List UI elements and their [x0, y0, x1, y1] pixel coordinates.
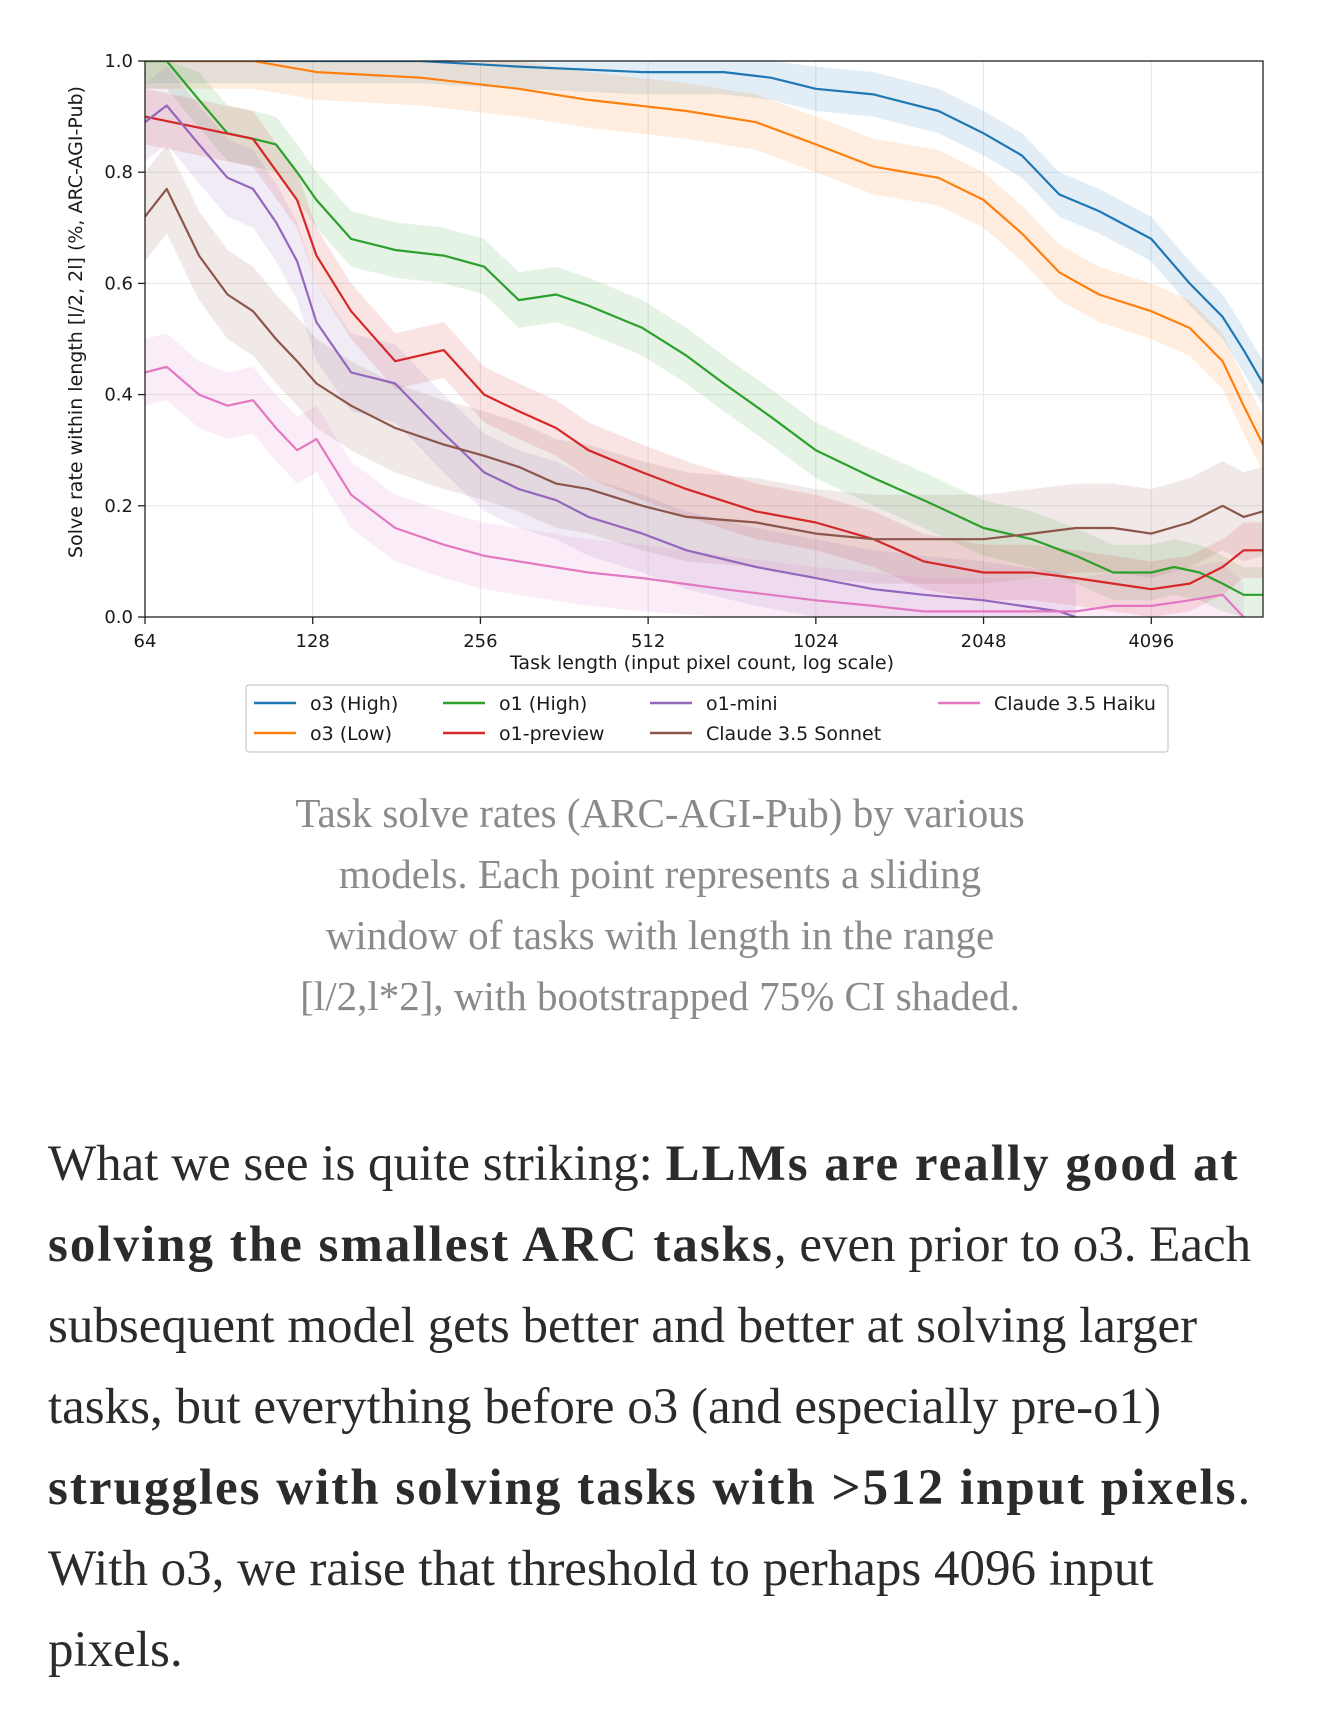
ci-band-2 [145, 61, 1263, 617]
ci-band-1 [145, 61, 1263, 473]
legend-label: o3 (Low) [310, 723, 392, 745]
legend-item: o1-preview [443, 723, 604, 745]
y-tick-label: 0.8 [104, 162, 133, 183]
x-tick-label: 64 [134, 631, 157, 652]
y-tick-label: 0.0 [104, 607, 133, 628]
figure-caption: Task solve rates (ARC-AGI-Pub) by variou… [230, 783, 1090, 1027]
legend-item: Claude 3.5 Sonnet [650, 723, 881, 745]
legend-item: o1-mini [650, 693, 778, 715]
y-axis-label: Solve rate within length [l/2, 2l] (%, A… [65, 86, 87, 558]
legend-item: Claude 3.5 Haiku [938, 693, 1156, 715]
body-text-segment: . With o3, we raise that threshold to pe… [48, 1460, 1251, 1678]
legend-item: o3 (Low) [254, 723, 392, 745]
x-tick-label: 2048 [961, 631, 1007, 652]
x-tick-label: 4096 [1128, 631, 1174, 652]
chart-legend: o3 (High) o3 (Low) o1 (High) o1-preview o1-m… [245, 684, 1169, 753]
series-line-4 [145, 104, 1077, 617]
plot-frame [144, 60, 1264, 618]
ci-band-5 [145, 144, 1263, 584]
body-paragraph: What we see is quite striking: LLMs are … [48, 1124, 1298, 1691]
ci-band-6 [145, 333, 1244, 617]
series-line-3 [145, 115, 1263, 591]
legend-label: o1 (High) [499, 693, 587, 715]
body-text-segment: , even prior to o3. Each subsequent mode… [48, 1217, 1252, 1435]
legend-label: o1-mini [706, 693, 778, 715]
y-tick-label: 0.6 [104, 273, 133, 294]
y-tick-label: 1.0 [104, 51, 133, 72]
series-line-0 [145, 61, 1263, 385]
series-lines [145, 61, 1263, 617]
legend-item: o3 (High) [254, 693, 398, 715]
legend-label: Claude 3.5 Sonnet [706, 723, 881, 745]
series-line-5 [145, 187, 1263, 541]
caption-line: window of tasks with length in the range [325, 912, 995, 958]
caption-line: models. Each point represents a sliding [338, 851, 982, 897]
body-bold-segment: struggles with solving tasks with >512 i… [48, 1460, 1238, 1516]
body-bold-segment: LLMs are really good at solving the smal… [48, 1136, 1240, 1273]
body-text-segment: What we see is quite striking: [48, 1136, 666, 1192]
series-line-2 [145, 61, 1263, 596]
x-tick-label: 128 [296, 631, 330, 652]
x-tick-label: 1024 [793, 631, 839, 652]
x-axis-label: Task length (input pixel count, log scal… [509, 652, 894, 674]
x-tick-label: 512 [631, 631, 665, 652]
series-line-6 [145, 365, 1245, 617]
y-tick-label: 0.4 [104, 385, 133, 406]
x-tick-label: 256 [463, 631, 497, 652]
chart-axes [138, 60, 1264, 624]
ci-band-3 [145, 88, 1263, 617]
legend-item: o1 (High) [443, 693, 587, 715]
series-line-1 [145, 61, 1263, 446]
caption-line: [l/2,l*2], with bootstrapped 75% CI shad… [300, 973, 1020, 1019]
legend-label: o1-preview [499, 723, 604, 745]
caption-line: Task solve rates (ARC-AGI-Pub) by variou… [295, 790, 1025, 836]
y-tick-label: 0.2 [104, 496, 133, 517]
legend-label: Claude 3.5 Haiku [994, 693, 1156, 715]
legend-label: o3 (High) [310, 693, 398, 715]
tick-labels: 64 128 256 512 1024 2048 4096 0.0 0.2 0.4 0.6 0.8 1.… [104, 51, 1174, 652]
solve-rate-chart: 64 128 256 512 1024 2048 4096 0.0 0.2 0.4 0.6 0.8 1.… [65, 51, 1264, 753]
ci-band-0 [145, 61, 1263, 406]
